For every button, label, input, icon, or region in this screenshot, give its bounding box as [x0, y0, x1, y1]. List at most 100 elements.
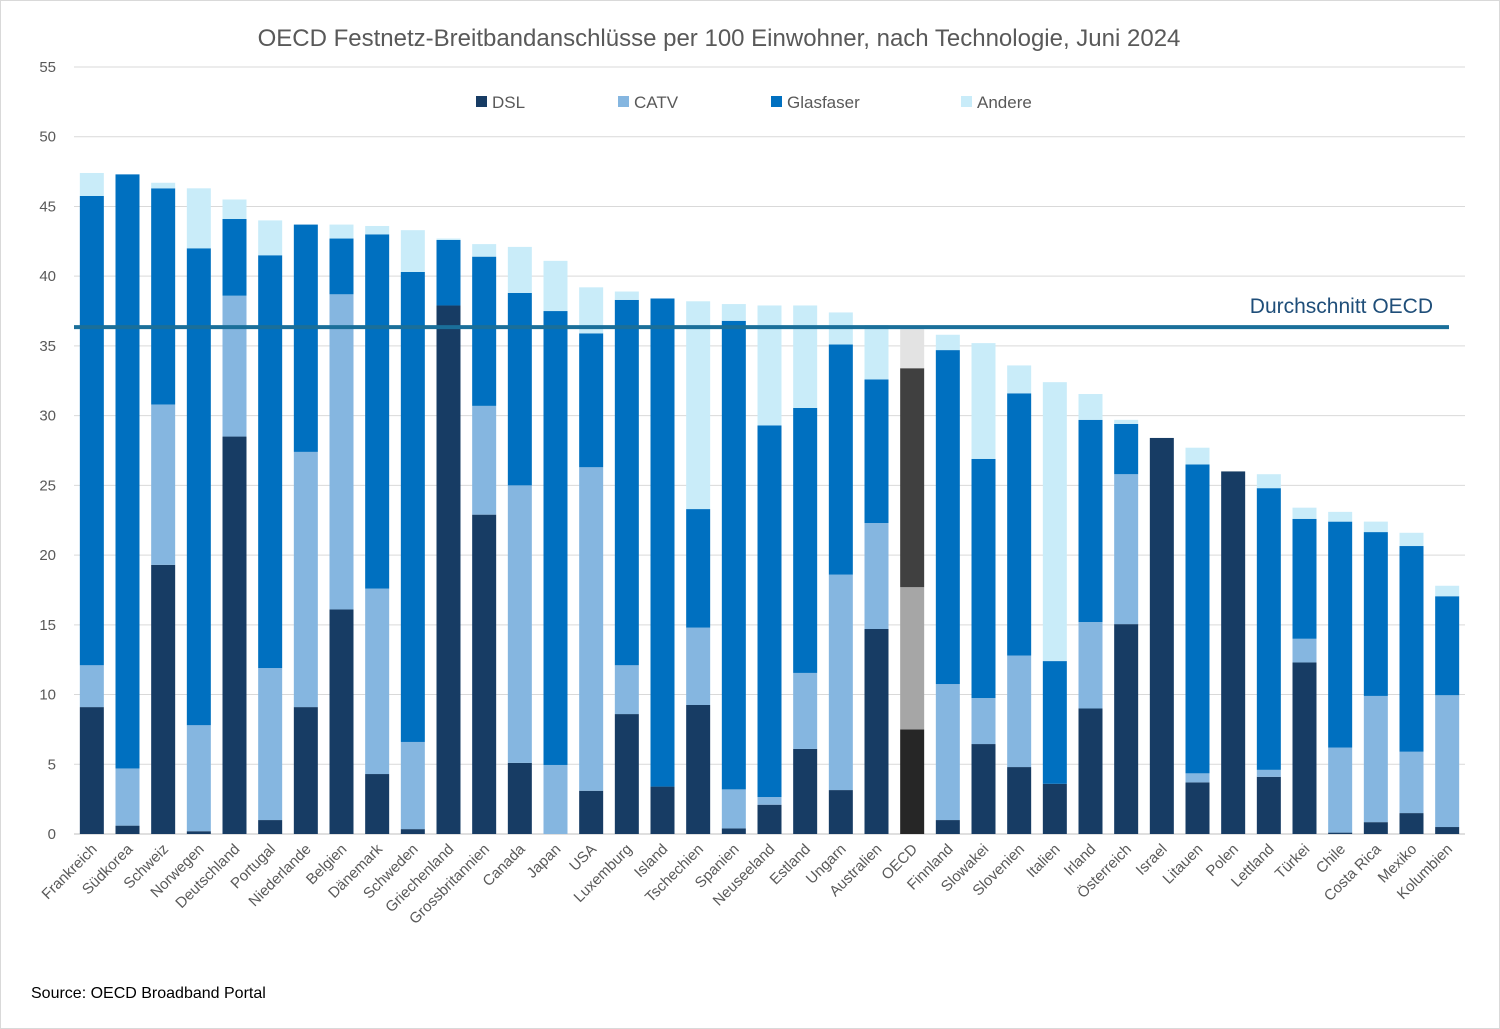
bar-segment-dsl — [151, 564, 176, 834]
bar-segment-dsl — [1221, 471, 1246, 834]
y-tick-label: 35 — [39, 338, 56, 355]
bar-segment-glasfaser — [900, 368, 925, 588]
bar-segment-dsl — [1042, 783, 1067, 834]
bar-segment-dsl — [1292, 662, 1317, 834]
bar-segment-glasfaser — [1363, 532, 1388, 696]
bar-segment-andere — [1292, 507, 1317, 519]
bar-segment-andere — [935, 334, 960, 351]
bar-segment-catv — [293, 451, 318, 708]
bar-segment-glasfaser — [757, 425, 782, 798]
bar-segment-andere — [543, 260, 568, 312]
bar-segment-glasfaser — [1042, 661, 1067, 784]
bar-segment-dsl — [828, 790, 853, 834]
bar-segment-dsl — [79, 707, 104, 834]
bar-segment-dsl — [436, 305, 461, 834]
bar-segment-glasfaser — [258, 255, 283, 669]
bar-segment-andere — [436, 238, 461, 240]
legend-label-glasfaser: Glasfaser — [787, 93, 860, 112]
bar-segment-glasfaser — [971, 458, 996, 699]
bar-segment-catv — [828, 574, 853, 791]
bar-segment-andere — [507, 246, 532, 293]
bar-segment-dsl — [864, 629, 889, 834]
bar-segment-catv — [1363, 695, 1388, 823]
bar-segment-dsl — [1078, 708, 1103, 834]
legend-swatch-glasfaser — [771, 96, 782, 107]
bar-segment-catv — [935, 684, 960, 821]
bar-segment-catv — [864, 523, 889, 630]
bar-segment-andere — [186, 188, 211, 249]
bar-segment-glasfaser — [614, 299, 639, 666]
bar-segment-glasfaser — [329, 238, 354, 295]
bar-segment-andere — [151, 182, 176, 189]
bar-segment-catv — [329, 294, 354, 610]
bar-segment-catv — [1185, 773, 1210, 783]
bar-segment-glasfaser — [579, 333, 604, 468]
bar-segment-catv — [1292, 638, 1317, 663]
bar-segment-catv — [686, 627, 711, 706]
bar-segment-catv — [543, 764, 568, 834]
bar-segment-catv — [900, 587, 925, 730]
bar-segment-catv — [1007, 655, 1032, 768]
bar-segment-dsl — [650, 786, 675, 834]
bar-segment-andere — [686, 301, 711, 510]
y-tick-label: 50 — [39, 129, 56, 146]
bar-segment-andere — [793, 305, 818, 408]
bar-segment-dsl — [186, 831, 211, 834]
bar-segment-dsl — [293, 707, 318, 834]
bar-segment-glasfaser — [650, 298, 675, 787]
y-tick-label: 15 — [39, 617, 56, 634]
bar-segment-catv — [365, 588, 390, 775]
bar-segment-catv — [1256, 769, 1281, 777]
oecd-average-label: Durchschnitt OECD — [1250, 295, 1433, 318]
x-tick-label: Italien — [1023, 841, 1063, 881]
bar-segment-glasfaser — [436, 239, 461, 306]
legend-label-catv: CATV — [634, 93, 679, 112]
legend-label-andere: Andere — [977, 93, 1032, 112]
bar-segment-andere — [79, 172, 104, 196]
bar-segment-catv — [186, 725, 211, 832]
bar-segment-glasfaser — [1435, 596, 1460, 696]
bar-segment-dsl — [507, 762, 532, 834]
bar-segment-catv — [472, 405, 497, 515]
bar-segment-dsl — [115, 825, 140, 834]
bar-segment-catv — [507, 485, 532, 763]
bar-segment-andere — [222, 199, 247, 220]
bar-segment-glasfaser — [1078, 419, 1103, 623]
x-tick-label: Türkei — [1272, 841, 1313, 882]
bar-segment-andere — [721, 304, 746, 321]
y-tick-label: 55 — [39, 59, 56, 76]
bar-segment-dsl — [222, 436, 247, 834]
bar-segment-dsl — [900, 729, 925, 834]
bar-segment-dsl — [1007, 767, 1032, 834]
bar-segment-andere — [400, 230, 425, 272]
bar-segment-catv — [579, 467, 604, 791]
y-tick-label: 25 — [39, 477, 56, 494]
bar-segment-andere — [1363, 521, 1388, 533]
bar-segment-glasfaser — [686, 509, 711, 628]
bar-segment-dsl — [1399, 813, 1424, 834]
bar-segment-catv — [793, 672, 818, 749]
bar-segment-glasfaser — [721, 320, 746, 790]
bar-segment-dsl — [400, 829, 425, 834]
bar-segment-dsl — [329, 609, 354, 834]
bar-segment-andere — [1007, 365, 1032, 394]
bar-segment-andere — [365, 225, 390, 235]
bar-segment-dsl — [971, 744, 996, 834]
bar-segment-glasfaser — [828, 344, 853, 575]
bar-segment-catv — [222, 295, 247, 437]
bar-segment-catv — [721, 789, 746, 829]
bar-segment-andere — [329, 224, 354, 239]
bar-segment-dsl — [1256, 776, 1281, 834]
bar-segment-glasfaser — [507, 292, 532, 486]
bar-segment-dsl — [793, 748, 818, 834]
bar-segment-andere — [1114, 419, 1139, 425]
bar-segment-glasfaser — [1399, 546, 1424, 752]
x-tick-label: Litauen — [1160, 841, 1207, 888]
bar-segment-glasfaser — [1292, 518, 1317, 639]
bar-segment-catv — [757, 797, 782, 805]
bar-segment-catv — [971, 698, 996, 745]
bar-segment-andere — [1435, 585, 1460, 597]
legend-swatch-catv — [618, 96, 629, 107]
bar-segment-andere — [614, 291, 639, 300]
